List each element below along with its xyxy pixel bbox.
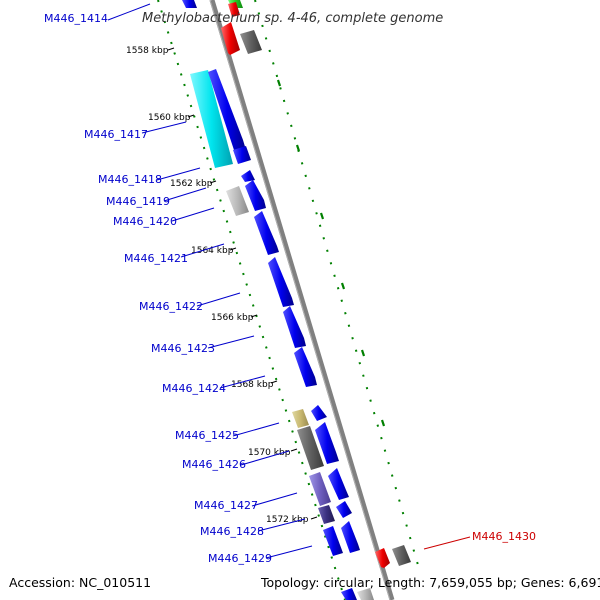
- gene-label[interactable]: M446_1418: [98, 173, 162, 186]
- gene-M446_1426b[interactable]: [315, 422, 339, 464]
- gene-M446_1420b[interactable]: [245, 180, 266, 211]
- gene-M446_1430b[interactable]: [392, 545, 411, 566]
- gene-M446_1429b[interactable]: [341, 521, 360, 553]
- gene-label[interactable]: M446_1417: [84, 128, 148, 141]
- label-leaders: [107, 3, 471, 559]
- gene-M446_1414[interactable]: [182, 0, 197, 8]
- gene-label[interactable]: M446_1430: [472, 530, 536, 543]
- gene-M446_1427[interactable]: [309, 472, 331, 506]
- gene-M446_1419[interactable]: [241, 170, 255, 182]
- tick-label: 1570 kbp: [248, 448, 291, 458]
- genome-backbone: [209, 0, 395, 600]
- gene-label[interactable]: M446_1422: [139, 300, 203, 313]
- gene-M446_1425[interactable]: [292, 409, 309, 428]
- gene-label[interactable]: M446_1423: [151, 342, 215, 355]
- gene-M446_1421[interactable]: [254, 211, 279, 255]
- gene-M446_1430[interactable]: [375, 548, 390, 568]
- tick-label: 1572 kbp: [266, 515, 309, 525]
- tick-label: 1562 kbp: [170, 179, 213, 189]
- gene-M446_1417[interactable]: [190, 70, 233, 168]
- tick-label: 1558 kbp: [126, 46, 169, 56]
- gene-label[interactable]: M446_1425: [175, 429, 239, 442]
- gene-M446_1417b[interactable]: [208, 69, 246, 150]
- gene-label[interactable]: M446_1426: [182, 458, 246, 471]
- map-title: Methylobacterium sp. 4-46, complete geno…: [142, 11, 443, 26]
- gene-label[interactable]: M446_1419: [106, 195, 170, 208]
- gene-bottom-partial-2[interactable]: [357, 588, 374, 600]
- gene-features: [182, 0, 411, 600]
- gene-M446_1428[interactable]: [318, 505, 335, 524]
- gene-M446_1416b[interactable]: [240, 30, 262, 54]
- gene-M446_1425b[interactable]: [311, 405, 327, 421]
- gene-M446_1427b[interactable]: [328, 468, 349, 500]
- gene-small-red[interactable]: [228, 2, 240, 17]
- gene-label[interactable]: M446_1420: [113, 215, 177, 228]
- gene-M446_1429[interactable]: [323, 526, 343, 556]
- gene-label[interactable]: M446_1429: [208, 552, 272, 565]
- gene-M446_1416[interactable]: [221, 22, 240, 55]
- tick-label: 1566 kbp: [211, 313, 254, 323]
- gene-label[interactable]: M446_1414: [44, 12, 108, 25]
- gene-M446_1428b[interactable]: [336, 501, 352, 518]
- gene-bottom-partial[interactable]: [341, 588, 357, 600]
- gene-label[interactable]: M446_1427: [194, 499, 258, 512]
- gene-M446_1420[interactable]: [226, 186, 249, 216]
- gene-M446_1426[interactable]: [297, 426, 324, 470]
- gene-M446_1422[interactable]: [268, 257, 294, 307]
- tick-marks: [167, 47, 318, 520]
- accession-text: Accession: NC_010511: [9, 575, 151, 590]
- gene-label[interactable]: M446_1424: [162, 382, 226, 395]
- gene-label[interactable]: M446_1428: [200, 525, 264, 538]
- tick-label: 1560 kbp: [148, 113, 191, 123]
- gene-label[interactable]: M446_1421: [124, 252, 188, 265]
- genome-summary-text: Topology: circular; Length: 7,659,055 bp…: [260, 575, 600, 590]
- tick-label: 1564 kbp: [191, 246, 234, 256]
- gene-M446_1424[interactable]: [294, 347, 317, 387]
- gene-M446_1423[interactable]: [283, 306, 306, 348]
- gene-M446_1418[interactable]: [233, 146, 251, 164]
- outer-track-dashes: [276, 79, 386, 427]
- tick-label: 1568 kbp: [231, 380, 274, 390]
